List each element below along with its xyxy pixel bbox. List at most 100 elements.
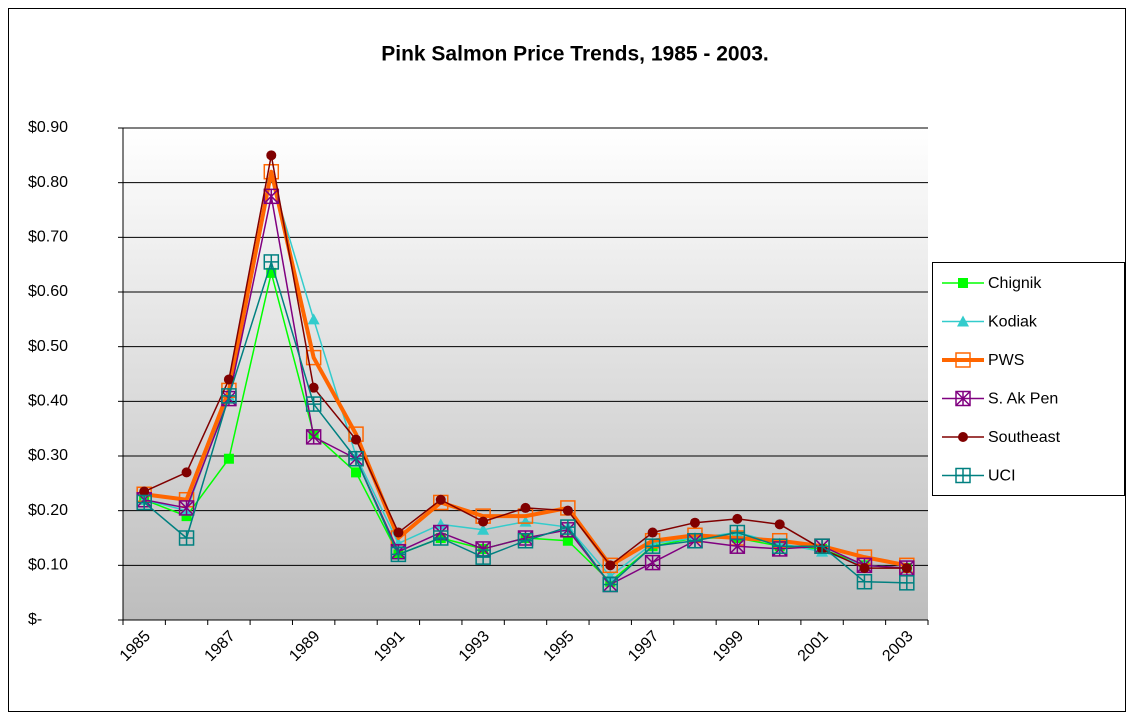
marker-shape xyxy=(434,518,447,530)
marker-shape xyxy=(560,520,575,535)
marker xyxy=(435,494,446,505)
marker xyxy=(644,538,661,554)
marker xyxy=(901,563,912,574)
marker xyxy=(305,396,322,412)
marker xyxy=(351,467,362,478)
marker-shape xyxy=(393,527,404,538)
marker-shape xyxy=(351,434,362,445)
marker-shape xyxy=(139,486,150,497)
marker xyxy=(477,523,490,535)
marker xyxy=(644,554,661,571)
marker-shape xyxy=(137,495,152,510)
marker-shape xyxy=(815,539,830,554)
marker-shape xyxy=(181,511,192,522)
marker-shape xyxy=(307,313,320,325)
marker-shape xyxy=(266,150,277,161)
marker-shape xyxy=(263,163,280,180)
marker-shape xyxy=(351,467,362,478)
marker-shape xyxy=(901,563,912,574)
marker-shape xyxy=(645,555,661,571)
marker xyxy=(181,511,192,522)
marker-shape xyxy=(308,382,319,393)
marker-shape xyxy=(221,388,236,403)
marker-shape xyxy=(958,278,968,288)
y-tick-label: $0.10 xyxy=(28,557,68,574)
marker xyxy=(689,517,700,528)
marker-shape xyxy=(433,531,448,545)
marker xyxy=(475,549,491,565)
y-tick-label: $0.50 xyxy=(28,338,68,355)
marker xyxy=(899,575,915,591)
marker xyxy=(687,532,703,549)
marker-shape xyxy=(729,538,745,554)
marker-shape xyxy=(179,500,195,516)
marker-shape xyxy=(774,519,785,530)
marker-shape xyxy=(603,577,618,592)
marker-shape xyxy=(306,397,321,412)
marker-shape xyxy=(391,547,406,562)
marker xyxy=(178,530,195,546)
marker xyxy=(955,467,971,484)
marker xyxy=(263,254,280,270)
marker xyxy=(181,467,192,478)
marker-shape xyxy=(266,267,277,278)
marker-shape xyxy=(181,467,192,478)
marker xyxy=(859,563,870,574)
marker-shape xyxy=(223,453,234,464)
marker xyxy=(223,453,234,464)
chart-title: Pink Salmon Price Trends, 1985 - 2003. xyxy=(381,43,769,66)
marker xyxy=(351,434,362,445)
marker-shape xyxy=(223,374,234,385)
marker-shape xyxy=(477,523,490,535)
marker-shape xyxy=(435,494,446,505)
marker-shape xyxy=(179,531,194,545)
marker-shape xyxy=(772,539,787,554)
marker-shape xyxy=(478,516,489,527)
legend-label: Kodiak xyxy=(988,314,1038,331)
marker xyxy=(307,313,320,325)
marker xyxy=(348,450,364,467)
marker xyxy=(517,532,534,549)
marker xyxy=(223,374,234,385)
marker xyxy=(958,432,968,442)
marker xyxy=(136,494,152,511)
marker-shape xyxy=(958,432,968,442)
marker-shape xyxy=(689,517,700,528)
marker-shape xyxy=(305,349,322,366)
y-tick-label: $0.40 xyxy=(28,393,68,410)
marker-shape xyxy=(957,315,969,327)
marker xyxy=(139,486,150,497)
marker xyxy=(263,163,280,180)
marker xyxy=(390,546,407,563)
marker xyxy=(856,573,873,590)
marker xyxy=(221,388,237,404)
marker-shape xyxy=(263,188,279,204)
marker-shape xyxy=(476,550,491,565)
marker xyxy=(771,538,788,554)
y-tick-label: $0.70 xyxy=(28,229,68,246)
marker xyxy=(393,527,404,538)
marker xyxy=(774,519,785,530)
marker-shape xyxy=(732,513,743,524)
legend-label: Southeast xyxy=(988,429,1061,446)
marker-shape xyxy=(645,539,660,554)
y-tick-label: $0.20 xyxy=(28,502,68,519)
marker xyxy=(955,352,971,368)
marker-shape xyxy=(955,390,971,407)
legend-label: S. Ak Pen xyxy=(988,391,1058,408)
y-tick-label: $0.80 xyxy=(28,174,68,191)
y-tick-label: $- xyxy=(28,611,42,628)
marker-shape xyxy=(264,254,279,269)
marker xyxy=(305,349,322,366)
marker-shape xyxy=(647,527,658,538)
legend-label: PWS xyxy=(988,352,1024,369)
marker xyxy=(729,524,746,541)
marker-shape xyxy=(859,563,870,574)
marker xyxy=(814,538,830,554)
y-tick-label: $0.30 xyxy=(28,447,68,464)
marker-shape xyxy=(899,575,914,590)
marker xyxy=(647,527,658,538)
marker xyxy=(562,505,573,516)
marker-shape xyxy=(604,570,617,582)
